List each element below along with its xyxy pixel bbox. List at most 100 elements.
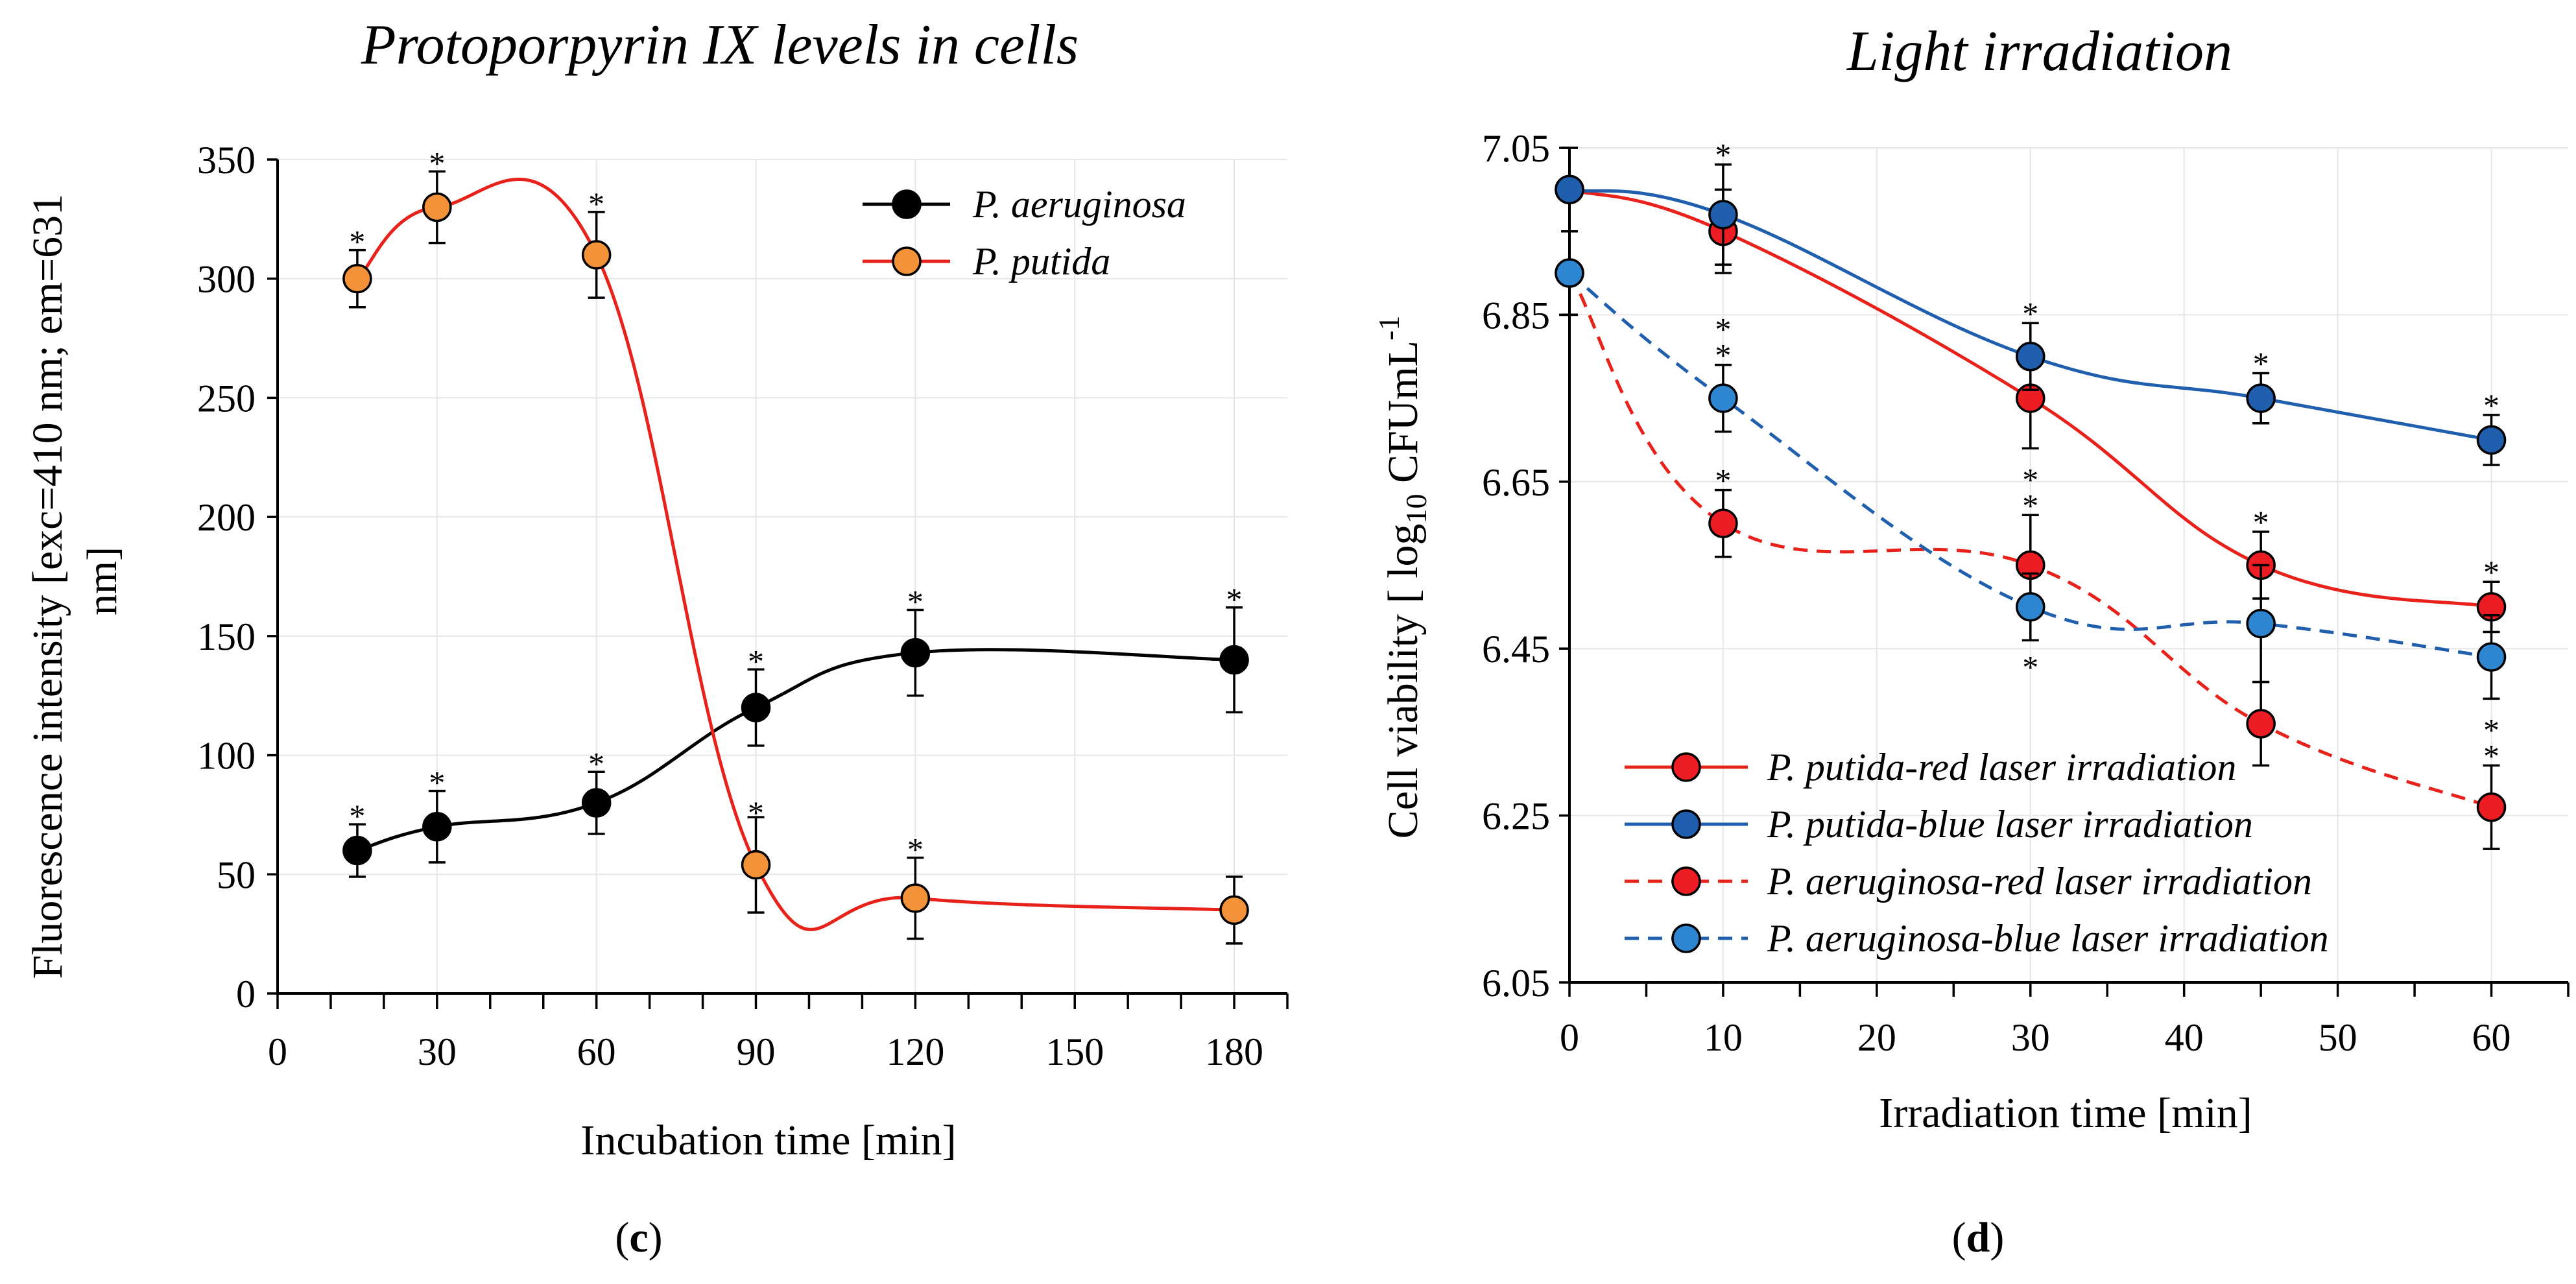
y-tick-label: 200 [197,496,256,539]
y-tick-label: 0 [236,973,256,1016]
chart-d-marks: ************** [1555,137,2507,850]
significance-star: * [2253,345,2269,381]
data-point [741,693,771,722]
legend-marker [1671,809,1701,839]
significance-star: * [588,185,604,222]
x-tick-label: 30 [2011,1016,2050,1059]
y-label-unit: CFUmL [1379,340,1427,494]
chart-c-marks: * * * * * * * * * * * [342,145,1249,945]
data-point [581,240,612,270]
y-tick-label: 300 [197,258,256,301]
x-tick-label: 90 [737,1030,776,1073]
panel-label-d: (d) [1952,1214,2005,1261]
legend-marker [892,189,922,219]
significance-star: * [2022,461,2038,497]
data-point [900,637,931,668]
legend-marker [892,246,922,276]
significance-star: * [2483,387,2499,423]
legend-marker [1671,866,1701,896]
legend-marker [1671,752,1701,782]
x-tick-label: 40 [2165,1016,2204,1059]
data-point [1708,508,1738,538]
x-tick-label: 150 [1045,1030,1104,1073]
significance-star: * [907,583,924,619]
significance-star: * [2253,504,2269,540]
significance-star: * [748,643,764,679]
data-point [2246,709,2276,739]
significance-star: * [1715,137,1731,173]
significance-star: * [1226,581,1243,617]
data-point [581,788,612,818]
y-label-subscript: 10 [1400,494,1433,524]
data-point [1555,258,1584,288]
y-tick-label: 6.45 [1482,628,1550,671]
y-tick-label: 250 [197,377,256,420]
chart-c-x-axis-label: Incubation time [min] [580,1117,956,1164]
series-line [356,177,1235,931]
data-point [342,263,372,294]
data-point [2246,608,2276,639]
chart-c-grid [278,159,1287,993]
data-point [422,192,452,222]
significance-star: * [2483,737,2499,774]
chart-d-x-axis-label: Irradiation time [min] [1879,1089,2252,1137]
data-point [1219,645,1249,675]
significance-star: * [429,145,445,181]
data-point [2476,425,2507,455]
chart-c-y-axis-label-line1: Fluorescence intensity [exc=410 nm; em=6… [24,194,71,979]
y-tick-label: 6.05 [1482,962,1550,1005]
x-tick-label: 30 [418,1030,457,1073]
y-tick-label: 7.05 [1482,127,1550,170]
legend-label: P. putida-blue laser irradiation [1767,803,2253,846]
significance-star: * [2022,295,2038,331]
y-tick-label: 150 [197,615,256,658]
panel-label-c: (c) [615,1214,662,1261]
legend-label: P. aeruginosa-red laser irradiation [1767,860,2312,903]
legend-label: P. aeruginosa [972,183,1186,226]
data-point [2246,383,2276,413]
x-tick-label: 0 [1560,1016,1579,1059]
chart-d-axes: 6.05 6.25 6.45 6.65 6.85 7.05 0 10 20 30 40 50 60 [1482,127,2570,1059]
chart-c-title: Protoporpyrin IX levels in cells [361,14,1079,77]
chart-c-series-lines [356,177,1235,931]
data-point [1219,895,1249,925]
series-line [357,648,1235,852]
y-label-main: Cell viability [ log [1379,524,1427,839]
significance-star: * [349,224,365,260]
chart-c-axes: 0 50 100 150 200 250 300 350 0 30 60 90 120 150 180 [197,139,1289,1073]
x-tick-label: 120 [886,1030,944,1073]
y-tick-label: 6.85 [1482,294,1550,337]
chart-c-y-axis-label-line2: nm] [78,547,126,615]
significance-star: * [1715,337,1731,374]
data-point [900,883,931,913]
data-point [2016,592,2045,622]
significance-star: * [1715,462,1731,499]
significance-star: * [588,745,604,781]
series-line [1568,272,2492,659]
chart-c-legend: P. aeruginosa P. putida [863,183,1186,283]
significance-star: * [1715,311,1731,348]
significance-star: * [748,794,764,831]
series-line [1568,272,2492,809]
data-point [1555,174,1584,205]
significance-star: * [907,831,924,868]
data-point [342,835,372,866]
significance-star: * [349,798,365,834]
legend-label: P. putida-red laser irradiation [1767,746,2236,789]
x-tick-label: 0 [268,1030,287,1073]
data-point [1708,200,1738,230]
significance-star: * [2022,648,2038,685]
data-point [2016,342,2045,372]
x-tick-label: 10 [1704,1016,1743,1059]
significance-star: * [2483,711,2499,748]
x-tick-label: 60 [2472,1016,2511,1059]
y-tick-label: 350 [197,139,256,182]
legend-label: P. aeruginosa-blue laser irradiation [1767,917,2329,960]
data-point [1708,383,1738,413]
legend-label: P. putida [972,240,1110,283]
legend-marker [1671,923,1701,953]
y-tick-label: 6.25 [1482,795,1550,838]
data-point [2476,792,2507,822]
x-tick-label: 180 [1205,1030,1263,1073]
